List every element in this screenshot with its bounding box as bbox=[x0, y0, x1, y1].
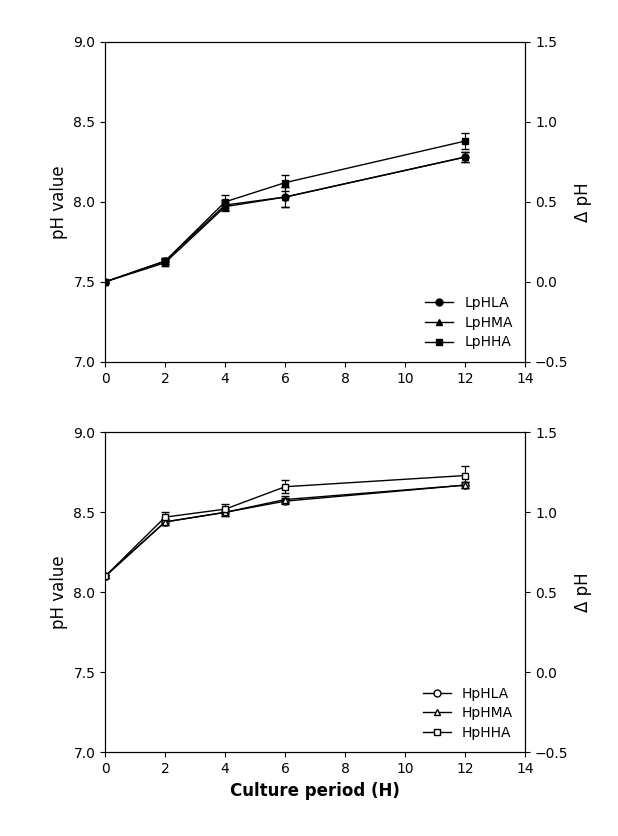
Legend: HpHLA, HpHMA, HpHHA: HpHLA, HpHMA, HpHHA bbox=[417, 681, 519, 746]
Legend: LpHLA, LpHMA, LpHHA: LpHLA, LpHMA, LpHHA bbox=[420, 291, 519, 355]
Y-axis label: pH value: pH value bbox=[50, 165, 68, 238]
Y-axis label: Δ pH: Δ pH bbox=[574, 573, 592, 612]
Y-axis label: Δ pH: Δ pH bbox=[574, 182, 592, 222]
X-axis label: Culture period (H): Culture period (H) bbox=[231, 782, 400, 800]
Y-axis label: pH value: pH value bbox=[50, 556, 68, 630]
